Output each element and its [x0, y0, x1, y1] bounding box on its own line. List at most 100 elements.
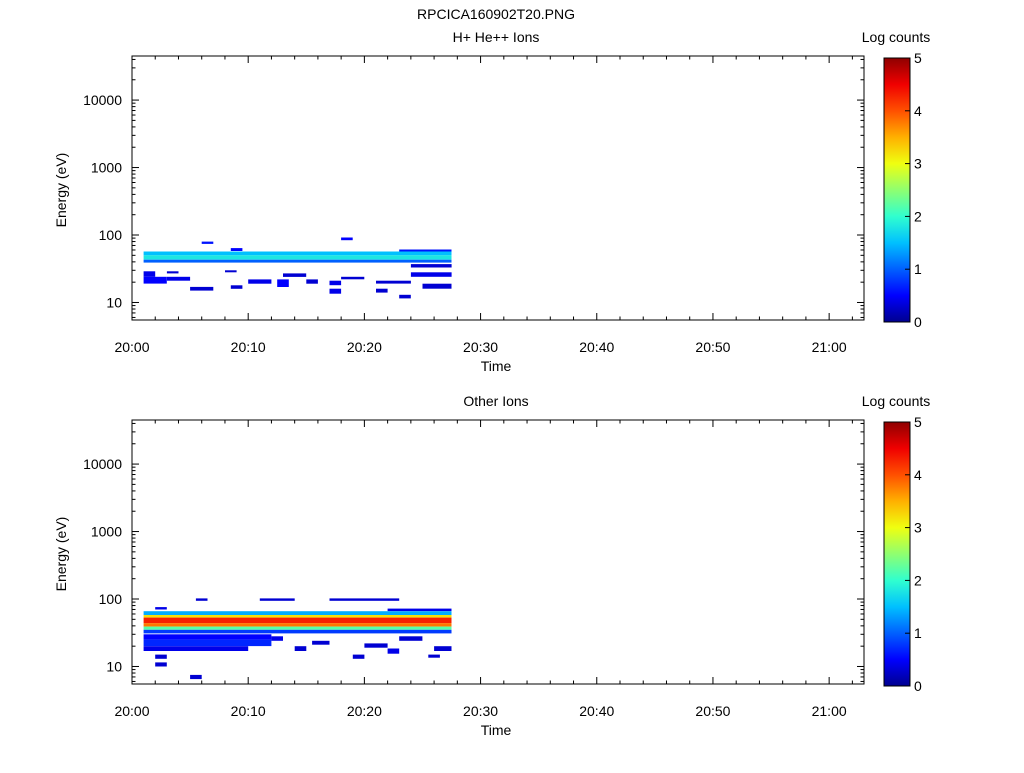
- heatmap-cell: [277, 279, 289, 287]
- x-tick-label: 20:20: [347, 339, 382, 355]
- heatmap-cell: [306, 279, 318, 284]
- heatmap-cell: [312, 640, 330, 645]
- heatmap-cell: [166, 276, 191, 281]
- x-tick-label: 20:10: [231, 703, 266, 719]
- heatmap-cell: [143, 615, 452, 618]
- heatmap-cell: [329, 280, 342, 286]
- panel-1: H+ He++ Ions Time Energy (eV) 20:00 20:10 20:…: [53, 29, 930, 374]
- colorbar-label: Log counts: [862, 29, 931, 45]
- heatmap-cell: [143, 623, 452, 627]
- heatmap-cell: [143, 626, 452, 630]
- panel-title: Other Ions: [463, 393, 528, 409]
- heatmap-cell: [201, 241, 214, 244]
- heatmap-cell: [410, 264, 452, 268]
- colorbar-gradient: [884, 58, 910, 322]
- colorbar-frame: [883, 421, 911, 687]
- heatmap-cell: [329, 598, 400, 601]
- heatmap-cell: [399, 294, 411, 299]
- colorbar-tick-label: 1: [914, 261, 922, 277]
- heatmap-cell: [294, 646, 307, 651]
- heatmap-cell: [143, 634, 272, 640]
- heatmap-cell: [376, 288, 388, 293]
- heatmap-cell: [155, 607, 167, 610]
- heatmap-cell: [271, 636, 283, 641]
- heatmap-cell: [143, 646, 249, 651]
- colorbar-tick-label: 4: [914, 103, 922, 119]
- colorbar-tick-label: 0: [914, 678, 922, 694]
- x-tick-label: 20:50: [695, 339, 730, 355]
- colorbar-tick-label: 0: [914, 314, 922, 330]
- heatmap-cell: [387, 608, 452, 612]
- heatmap-cell: [410, 272, 452, 277]
- figure-title: RPCICA160902T20.PNG: [417, 6, 575, 22]
- colorbar-tick-label: 1: [914, 625, 922, 641]
- heatmap-cell: [143, 639, 272, 647]
- x-tick-label: 21:00: [812, 339, 847, 355]
- heatmap-cell: [341, 276, 365, 280]
- x-tick-label: 20:30: [463, 339, 498, 355]
- heatmap-cell: [387, 648, 400, 654]
- x-tick-label: 20:10: [231, 339, 266, 355]
- y-tick-label: 10000: [83, 456, 122, 472]
- panel-title: H+ He++ Ions: [453, 29, 540, 45]
- colorbar-tick-label: 4: [914, 467, 922, 483]
- colorbar: Log counts 0 1 2 3 4 5: [862, 393, 931, 694]
- y-tick-label: 10: [106, 294, 122, 310]
- heatmap-cell: [352, 654, 365, 659]
- heatmap-cell: [422, 283, 452, 289]
- colorbar-tick-label: 2: [914, 572, 922, 588]
- heatmap-cell: [364, 643, 388, 648]
- x-tick-label: 20:00: [114, 703, 149, 719]
- colorbar-tick-label: 3: [914, 156, 922, 172]
- y-tick-label: 1000: [91, 160, 122, 176]
- x-tick-label: 21:00: [812, 703, 847, 719]
- heatmap-cell: [143, 276, 167, 284]
- y-tick-label: 100: [99, 227, 123, 243]
- plot-frame: [131, 55, 865, 321]
- x-tick-label: 20:00: [114, 339, 149, 355]
- heatmap-cell: [259, 598, 295, 601]
- heatmap-cell: [190, 286, 214, 291]
- x-axis-label: Time: [481, 358, 512, 374]
- colorbar-tick-label: 5: [914, 50, 922, 66]
- x-tick-label: 20:50: [695, 703, 730, 719]
- y-tick-label: 10: [106, 658, 122, 674]
- heatmap-cell: [143, 251, 452, 256]
- x-tick-label: 20:30: [463, 703, 498, 719]
- heatmap-cell: [143, 271, 156, 277]
- colorbar-tick-label: 3: [914, 520, 922, 536]
- heatmap-cell: [376, 280, 411, 284]
- colorbar-frame: [883, 57, 911, 323]
- x-tick-label: 20:40: [579, 339, 614, 355]
- heatmap-cell: [143, 617, 452, 624]
- heatmap-cell: [143, 611, 452, 615]
- heatmap-cells: [143, 598, 452, 680]
- heatmap-cell: [195, 598, 208, 601]
- x-tick-label: 20:20: [347, 703, 382, 719]
- heatmap-cell: [143, 255, 452, 260]
- colorbar-gradient: [884, 422, 910, 686]
- heatmap-cell: [230, 285, 243, 289]
- heatmap-cell: [166, 271, 179, 274]
- panel-2: Other Ions Time Energy (eV) 20:00 20:10 20:20…: [53, 393, 930, 738]
- heatmap-cell: [143, 629, 452, 634]
- y-tick-label: 10000: [83, 92, 122, 108]
- colorbar-label: Log counts: [862, 393, 931, 409]
- heatmap-cell: [434, 646, 452, 651]
- x-tick-label: 20:40: [579, 703, 614, 719]
- colorbar-tick-label: 5: [914, 414, 922, 430]
- y-tick-label: 100: [99, 591, 123, 607]
- heatmap-cell: [329, 288, 342, 294]
- heatmap-cell: [155, 654, 167, 659]
- heatmap-cell: [225, 270, 237, 273]
- heatmap-cell: [283, 273, 307, 277]
- heatmap-cell: [248, 279, 272, 284]
- y-axis-label: Energy (eV): [53, 517, 69, 592]
- colorbar: Log counts 0 1 2 3 4 5: [862, 29, 931, 330]
- heatmap-cell: [399, 636, 423, 641]
- colorbar-tick-label: 2: [914, 208, 922, 224]
- heatmap-cells: [143, 237, 452, 299]
- x-axis-label: Time: [481, 722, 512, 738]
